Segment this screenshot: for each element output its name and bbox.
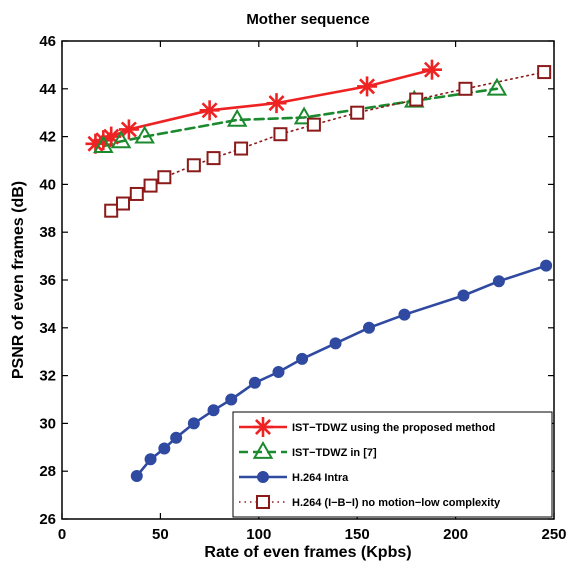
y-tick-label: 38 <box>39 224 56 241</box>
series-2-point <box>134 125 155 144</box>
series-4-point <box>273 127 288 142</box>
legend-marker-4 <box>256 495 270 509</box>
series-2-point <box>110 130 132 149</box>
x-tick-label: 150 <box>345 526 370 543</box>
series-4-point <box>104 203 119 218</box>
series-3-point <box>187 417 200 430</box>
series-3-point <box>248 376 261 389</box>
x-tick-label: 0 <box>58 526 66 543</box>
series-3-point <box>158 442 171 455</box>
series-1-point <box>421 59 442 80</box>
series-3-point <box>457 289 470 302</box>
series-2-point <box>486 77 508 96</box>
series-3-point <box>170 431 183 444</box>
legend-marker-3 <box>257 471 269 483</box>
series-3-point <box>272 366 285 379</box>
x-tick-label: 100 <box>246 526 271 543</box>
series-line-3 <box>135 264 548 478</box>
y-tick-label: 30 <box>39 415 56 432</box>
series-3-point <box>363 321 376 334</box>
legend-box <box>232 411 553 518</box>
y-tick-label: 36 <box>39 272 56 289</box>
series-4-point <box>129 186 144 201</box>
series-3-point <box>329 337 342 350</box>
y-tick-label: 46 <box>39 33 56 50</box>
x-tick-label: 250 <box>541 526 566 543</box>
series-1-point <box>118 119 139 140</box>
legend-label-1: IST−TDWZ using the proposed method <box>292 422 495 434</box>
y-tick-label: 40 <box>39 176 56 193</box>
series-4-point <box>234 141 249 156</box>
series-2-point <box>93 135 114 154</box>
series-3-point <box>207 404 220 417</box>
legend-label-2: IST−TDWZ in [7] <box>292 447 377 459</box>
series-4-point <box>157 170 172 185</box>
series-4-point <box>143 178 158 193</box>
x-axis-title: Rate of even frames (Kpbs) <box>204 544 411 561</box>
series-3-point <box>296 352 309 365</box>
series-4-point <box>116 196 131 211</box>
series-3-point <box>540 259 553 272</box>
series-3-point <box>130 469 143 482</box>
series-4-point <box>186 158 201 173</box>
y-tick-label: 26 <box>39 511 56 528</box>
series-4-point <box>537 65 552 80</box>
series-4-point <box>409 92 424 107</box>
y-tick-label: 28 <box>39 463 56 480</box>
legend-marker-2 <box>252 440 274 459</box>
series-2-point <box>293 106 315 125</box>
x-tick-label: 200 <box>443 526 468 543</box>
y-axis-title: PSNR of even frames (dB) <box>10 181 27 379</box>
series-1-point <box>357 76 378 97</box>
series-3-point <box>225 393 238 406</box>
series-4-point <box>306 117 321 132</box>
y-tick-label: 44 <box>39 81 56 98</box>
series-line-2 <box>102 87 499 148</box>
series-4-point <box>206 151 221 166</box>
series-1-point <box>199 100 220 121</box>
legend-marker-1 <box>253 417 273 437</box>
series-4-point <box>350 105 365 120</box>
y-tick-label: 42 <box>39 129 56 146</box>
y-tick-label: 32 <box>39 368 56 385</box>
series-3-point <box>492 275 505 288</box>
series-3-point <box>398 308 411 321</box>
series-2-point <box>226 108 248 127</box>
series-3-point <box>144 453 157 466</box>
series-4-point <box>458 81 473 96</box>
y-tick-label: 34 <box>39 320 56 337</box>
series-1-point <box>266 93 287 114</box>
legend-label-4: H.264 (I−B−I) no motion−low complexity <box>292 497 501 509</box>
x-tick-label: 50 <box>152 526 169 543</box>
legend-label-3: H.264 Intra <box>292 472 349 484</box>
chart-title: Mother sequence <box>246 11 369 28</box>
